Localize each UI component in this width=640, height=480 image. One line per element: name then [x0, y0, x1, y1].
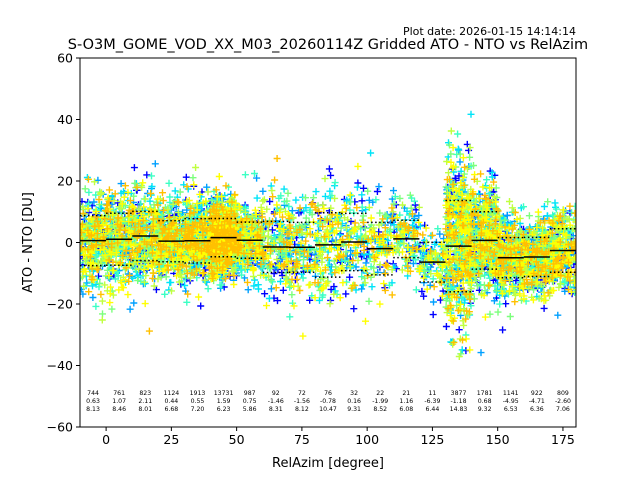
bin-std-label: 8.46	[112, 406, 126, 413]
bin-std-label: 10.47	[319, 406, 337, 413]
bin-std-label: 7.06	[556, 406, 570, 413]
bin-mean-label: 1.16	[399, 398, 413, 405]
bin-mean-label: 1.59	[217, 398, 231, 405]
x-axis: 0 25 50 75 100 125 150 175	[102, 427, 575, 447]
bin-std-label: 8.13	[86, 406, 100, 413]
scatter-points	[80, 110, 576, 360]
bin-std-label: 8.12	[295, 406, 309, 413]
bin-count-label: 11	[428, 390, 436, 397]
bin-mean-label: 1.07	[112, 398, 126, 405]
bin-count-label: 1141	[503, 390, 519, 397]
chart-title: S-O3M_GOME_VOD_XX_M03_20260114Z Gridded …	[68, 37, 588, 53]
y-tick-label: −60	[47, 420, 73, 435]
bin-std-label: 6.68	[164, 406, 178, 413]
bin-std-label: 8.52	[373, 406, 387, 413]
bin-count-label: 761	[113, 390, 125, 397]
bin-std-label: 14.83	[450, 406, 468, 413]
bin-count-label: 92	[272, 390, 280, 397]
bin-count-label: 3877	[451, 390, 467, 397]
bin-count-label: 21	[402, 390, 410, 397]
y-tick-label: 60	[57, 51, 73, 66]
bin-count-label: 1781	[477, 390, 493, 397]
x-tick-label: 0	[102, 432, 110, 447]
bin-std-label: 6.44	[426, 406, 440, 413]
bin-mean-label: -1.56	[294, 398, 310, 405]
scatter-series	[80, 155, 576, 346]
bin-mean-label: -2.60	[555, 398, 571, 405]
x-tick-label: 25	[163, 432, 179, 447]
bin-count-label: 809	[557, 390, 569, 397]
bin-mean-label: 0.75	[243, 398, 257, 405]
bin-mean-label: 0.55	[191, 398, 205, 405]
x-axis-label: RelAzim [degree]	[272, 456, 384, 471]
bin-mean-label: -0.78	[320, 398, 336, 405]
bin-mean-label: -1.46	[268, 398, 284, 405]
bin-count-label: 13731	[214, 390, 234, 397]
bin-std-label: 6.36	[530, 406, 544, 413]
bin-mean-label: 0.68	[478, 398, 492, 405]
plot-date: Plot date: 2026-01-15 14:14:14	[403, 25, 576, 38]
x-tick-label: 50	[229, 432, 245, 447]
bin-std-label: 6.08	[399, 406, 413, 413]
bin-mean-label: 2.11	[138, 398, 152, 405]
bin-mean-label: -1.18	[451, 398, 467, 405]
bin-mean-label: -4.95	[503, 398, 519, 405]
bin-count-label: 922	[531, 390, 543, 397]
bin-statistics-lines	[80, 199, 576, 293]
bin-count-label: 1913	[190, 390, 206, 397]
x-tick-label: 100	[355, 432, 379, 447]
bin-count-label: 987	[244, 390, 256, 397]
bin-count-label: 22	[376, 390, 384, 397]
y-tick-label: −40	[47, 358, 73, 373]
bin-std-label: 6.53	[504, 406, 518, 413]
y-axis-label: ATO - NTO [DU]	[21, 192, 36, 293]
bin-mean-label: 0.16	[347, 398, 361, 405]
bin-count-label: 76	[324, 390, 332, 397]
y-tick-label: 0	[65, 235, 73, 250]
bin-count-label: 1124	[163, 390, 179, 397]
bin-mean-label: 0.63	[86, 398, 100, 405]
bin-std-label: 5.86	[243, 406, 257, 413]
bin-std-label: 7.20	[191, 406, 205, 413]
bin-std-label: 6.23	[217, 406, 231, 413]
x-tick-label: 150	[486, 432, 510, 447]
bin-mean-label: -6.39	[424, 398, 440, 405]
bin-mean-label: 0.44	[164, 398, 178, 405]
bin-count-label: 823	[139, 390, 151, 397]
bin-std-label: 8.01	[138, 406, 152, 413]
bin-std-label: 9.31	[347, 406, 361, 413]
y-axis: −60 −40 −20 0 20 40 60	[47, 51, 80, 435]
bin-count-label: 32	[350, 390, 358, 397]
bin-count-label: 72	[298, 390, 306, 397]
bin-count-label: 744	[87, 390, 99, 397]
y-tick-label: −20	[47, 297, 73, 312]
y-tick-label: 40	[57, 112, 73, 127]
x-tick-label: 75	[294, 432, 310, 447]
bin-std-label: 9.32	[478, 406, 492, 413]
bin-mean-label: -1.99	[372, 398, 388, 405]
x-tick-label: 125	[420, 432, 444, 447]
x-tick-label: 175	[551, 432, 575, 447]
y-tick-label: 20	[57, 174, 73, 189]
bin-mean-label: -4.71	[529, 398, 545, 405]
bin-std-label: 8.31	[269, 406, 283, 413]
